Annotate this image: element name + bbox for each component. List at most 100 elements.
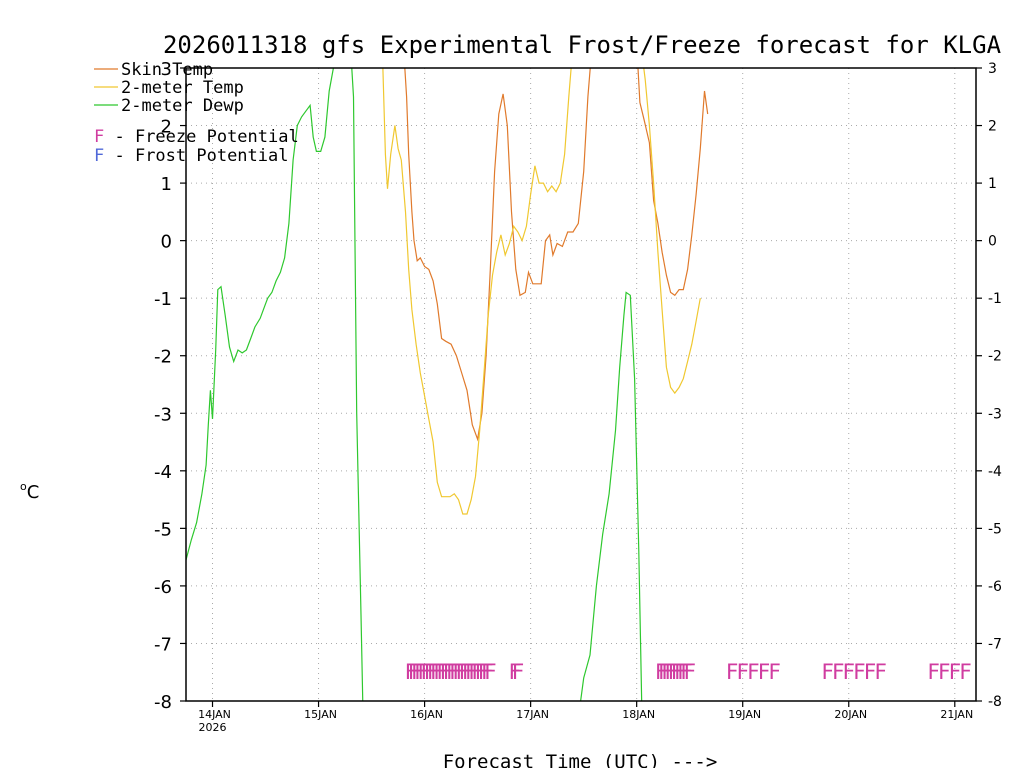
freeze-marker: F: [671, 660, 684, 684]
legend-label: 2-meter Dewp: [121, 96, 244, 116]
freeze-marker: F: [446, 660, 459, 684]
potential-legend-item: F - Freeze Potential: [94, 127, 299, 147]
freeze-marker: F: [853, 660, 866, 684]
series-line-skin-temp-part-2: [637, 68, 709, 297]
y-tick-label: -8: [154, 692, 172, 713]
y-tick-label-right: -4: [988, 464, 1002, 480]
freeze-marker: F: [478, 660, 491, 684]
freeze-marker: F: [436, 660, 449, 684]
freeze-marker: F: [680, 660, 693, 684]
freeze-marker: F: [677, 660, 690, 684]
freeze-marker: F: [430, 660, 443, 684]
freeze-marker: F: [411, 660, 424, 684]
freeze-marker: F: [481, 660, 494, 684]
x-tick-label: 21JAN: [940, 708, 973, 721]
freeze-marker: F: [658, 660, 671, 684]
legend-label: Skin Temp: [121, 60, 213, 80]
freeze-marker: F: [508, 660, 521, 684]
y-tick-label: 2: [161, 117, 172, 138]
freeze-marker: F: [938, 660, 951, 684]
freeze-marker: F: [468, 660, 481, 684]
y-tick-label: -2: [154, 347, 172, 368]
y-tick-label-right: -3: [988, 406, 1002, 422]
x-tick-label: 16JAN: [410, 708, 443, 721]
y-tick-label-right: 2: [988, 119, 997, 135]
y-axis-left: -8 -7 -6 -5 -4 -3 -2 -1 0 1 2 3: [154, 59, 186, 713]
freeze-marker: F: [484, 660, 497, 684]
freeze-marker: F: [664, 660, 677, 684]
unit-letter: C: [27, 482, 40, 503]
x-tick-label: 19JAN: [728, 708, 761, 721]
x-tick-label: 14JAN: [198, 708, 231, 721]
freeze-marker: F: [758, 660, 771, 684]
y-tick-label: -4: [154, 462, 172, 483]
freeze-marker: F: [959, 660, 972, 684]
freeze-marker: F: [821, 660, 834, 684]
freeze-marker: F: [874, 660, 887, 684]
potential-legend-letter: F: [94, 127, 104, 147]
y-axis-unit: oC: [20, 480, 39, 503]
y-tick-label-right: -7: [988, 636, 1002, 652]
freeze-marker: F: [674, 660, 687, 684]
y-tick-label-right: -6: [988, 579, 1002, 595]
freeze-marker: F: [443, 660, 456, 684]
freeze-marker: F: [452, 660, 465, 684]
freeze-marker: F: [459, 660, 472, 684]
freeze-marker: F: [471, 660, 484, 684]
freeze-marker: F: [424, 660, 437, 684]
y-tick-label: -6: [154, 577, 172, 598]
freeze-marker: F: [655, 660, 668, 684]
freeze-marker: F: [408, 660, 421, 684]
y-tick-label: 3: [161, 59, 172, 80]
freeze-marker: F: [832, 660, 845, 684]
freeze-marker: F: [420, 660, 433, 684]
potential-legend-label: - Freeze Potential: [104, 127, 298, 147]
freeze-marker: F: [512, 660, 525, 684]
legend-label: 2-meter Temp: [121, 78, 244, 98]
freeze-marker: F: [455, 660, 468, 684]
freeze-marker: F: [462, 660, 475, 684]
x-tick-label: 15JAN: [304, 708, 337, 721]
plot-frame: [185, 67, 977, 702]
y-tick-label: -7: [154, 634, 172, 655]
x-tick-label: 17JAN: [516, 708, 549, 721]
grid-lines: [186, 68, 976, 701]
series-line-2-meter-temp: [382, 68, 572, 515]
potential-legend-item: F - Frost Potential: [94, 146, 288, 166]
x-tick-label: 20JAN: [834, 708, 867, 721]
freeze-marker: F: [417, 660, 430, 684]
freeze-marker: F: [842, 660, 855, 684]
freeze-marker: F: [465, 660, 478, 684]
y-tick-label: -3: [154, 404, 172, 425]
freeze-marker: F: [768, 660, 781, 684]
freeze-marker: F: [726, 660, 739, 684]
y-tick-label: -1: [154, 289, 172, 310]
series-line-skin-temp: [404, 68, 591, 442]
freeze-marker: F: [667, 660, 680, 684]
unit-degree: o: [20, 480, 27, 493]
freeze-marker: F: [414, 660, 427, 684]
freeze-marker: F: [427, 660, 440, 684]
series-line-2-meter-dewp-part-2: [351, 68, 364, 701]
y-tick-label-right: -5: [988, 521, 1002, 537]
chart-title: 2026011318 gfs Experimental Frost/Freeze…: [163, 31, 1002, 59]
series-line-2-meter-temp-part-2: [643, 68, 701, 395]
freeze-marker: F: [661, 660, 674, 684]
freeze-marker: F: [449, 660, 462, 684]
y-axis-right: -8 -7 -6 -5 -4 -3 -2 -1 0 1 2 3: [976, 61, 1002, 710]
x-tick-sublabel: 2026: [199, 721, 227, 734]
series-line-2-meter-dewp-part-3: [580, 291, 643, 701]
x-tick-label: 18JAN: [622, 708, 655, 721]
y-tick-label-right: -1: [988, 291, 1002, 307]
freeze-marker: F: [747, 660, 760, 684]
y-tick-label-right: 0: [988, 234, 997, 250]
series-group: [186, 68, 709, 701]
freeze-marker: F: [404, 660, 417, 684]
series-line-2-meter-dewp: [186, 68, 335, 561]
freeze-marker: F: [433, 660, 446, 684]
y-tick-label-right: 3: [988, 61, 997, 77]
y-tick-label: 0: [161, 232, 172, 253]
